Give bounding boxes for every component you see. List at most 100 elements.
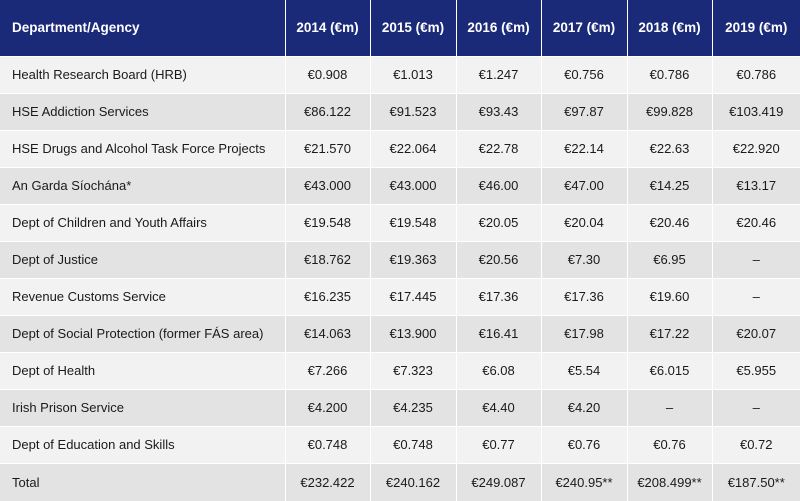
- table-cell: €20.05: [456, 203, 542, 241]
- table-cell: €103.419: [712, 92, 800, 130]
- table-cell: €4.20: [541, 388, 628, 426]
- header-2017: 2017 (€m): [541, 0, 628, 56]
- header-row: Department/Agency 2014 (€m) 2015 (€m) 20…: [0, 0, 800, 56]
- table-cell: €0.786: [712, 55, 800, 93]
- table-cell: €20.04: [541, 203, 628, 241]
- table-row: Dept of Social Protection (former FÁS ar…: [0, 314, 800, 352]
- header-2019: 2019 (€m): [712, 0, 800, 56]
- row-label: Dept of Children and Youth Affairs: [0, 203, 286, 241]
- row-label: Dept of Social Protection (former FÁS ar…: [0, 314, 286, 352]
- table-cell: €46.00: [456, 166, 542, 204]
- header-2014: 2014 (€m): [285, 0, 371, 56]
- table-row: Irish Prison Service €4.200 €4.235 €4.40…: [0, 388, 800, 426]
- table-cell: €13.900: [370, 314, 457, 352]
- total-cell: €249.087: [456, 462, 542, 501]
- table-cell: €19.548: [370, 203, 457, 241]
- table-cell: €0.756: [541, 55, 628, 93]
- table-cell: –: [712, 240, 800, 278]
- table-row: Dept of Justice €18.762 €19.363 €20.56 €…: [0, 240, 800, 278]
- table-cell: €14.063: [285, 314, 371, 352]
- table-cell: €43.000: [285, 166, 371, 204]
- table-cell: €93.43: [456, 92, 542, 130]
- table-cell: €4.40: [456, 388, 542, 426]
- table-cell: €0.748: [370, 425, 457, 463]
- row-label: An Garda Síochána*: [0, 166, 286, 204]
- table-cell: €0.786: [627, 55, 713, 93]
- total-cell: €187.50**: [712, 462, 800, 501]
- table-cell: €6.015: [627, 351, 713, 389]
- table-cell: €17.98: [541, 314, 628, 352]
- table-cell: €91.523: [370, 92, 457, 130]
- table-cell: €4.200: [285, 388, 371, 426]
- table-cell: €5.955: [712, 351, 800, 389]
- total-cell: €208.499**: [627, 462, 713, 501]
- table-cell: €22.920: [712, 129, 800, 167]
- table-cell: €20.46: [627, 203, 713, 241]
- table-cell: €19.548: [285, 203, 371, 241]
- table-cell: €19.363: [370, 240, 457, 278]
- row-label: Revenue Customs Service: [0, 277, 286, 315]
- table-cell: €1.247: [456, 55, 542, 93]
- table-row: Dept of Health €7.266 €7.323 €6.08 €5.54…: [0, 351, 800, 389]
- table-cell: €20.07: [712, 314, 800, 352]
- table-row: HSE Addiction Services €86.122 €91.523 €…: [0, 92, 800, 130]
- header-department: Department/Agency: [0, 0, 286, 56]
- table-cell: €20.56: [456, 240, 542, 278]
- total-cell: €240.162: [370, 462, 457, 501]
- table-cell: €17.445: [370, 277, 457, 315]
- row-label: HSE Drugs and Alcohol Task Force Project…: [0, 129, 286, 167]
- table-cell: €22.78: [456, 129, 542, 167]
- table-cell: €22.064: [370, 129, 457, 167]
- total-cell: €232.422: [285, 462, 371, 501]
- table-cell: €20.46: [712, 203, 800, 241]
- table-cell: €99.828: [627, 92, 713, 130]
- table-row: HSE Drugs and Alcohol Task Force Project…: [0, 129, 800, 167]
- table-cell: €21.570: [285, 129, 371, 167]
- header-2016: 2016 (€m): [456, 0, 542, 56]
- total-cell: €240.95**: [541, 462, 628, 501]
- table-cell: €0.748: [285, 425, 371, 463]
- table-cell: €43.000: [370, 166, 457, 204]
- table-cell: €0.76: [627, 425, 713, 463]
- table-cell: €22.14: [541, 129, 628, 167]
- table-cell: €1.013: [370, 55, 457, 93]
- table-cell: €17.36: [456, 277, 542, 315]
- total-label: Total: [0, 462, 286, 501]
- table-cell: €86.122: [285, 92, 371, 130]
- table-cell: €5.54: [541, 351, 628, 389]
- table-cell: €0.72: [712, 425, 800, 463]
- table-cell: €19.60: [627, 277, 713, 315]
- table-row: Dept of Children and Youth Affairs €19.5…: [0, 203, 800, 241]
- row-label: Dept of Justice: [0, 240, 286, 278]
- row-label: Dept of Education and Skills: [0, 425, 286, 463]
- table-row: Health Research Board (HRB) €0.908 €1.01…: [0, 55, 800, 93]
- table-cell: €14.25: [627, 166, 713, 204]
- row-label: HSE Addiction Services: [0, 92, 286, 130]
- table-cell: €0.77: [456, 425, 542, 463]
- row-label: Health Research Board (HRB): [0, 55, 286, 93]
- total-row: Total €232.422 €240.162 €249.087 €240.95…: [0, 462, 800, 501]
- table-body: Health Research Board (HRB) €0.908 €1.01…: [0, 55, 800, 501]
- table-cell: €16.235: [285, 277, 371, 315]
- table-cell: €7.266: [285, 351, 371, 389]
- table-cell: €6.95: [627, 240, 713, 278]
- table-row: Revenue Customs Service €16.235 €17.445 …: [0, 277, 800, 315]
- table-cell: €0.76: [541, 425, 628, 463]
- table-row: An Garda Síochána* €43.000 €43.000 €46.0…: [0, 166, 800, 204]
- table-cell: –: [712, 388, 800, 426]
- table-cell: €18.762: [285, 240, 371, 278]
- table-cell: –: [712, 277, 800, 315]
- table-cell: €13.17: [712, 166, 800, 204]
- table-cell: €17.22: [627, 314, 713, 352]
- row-label: Irish Prison Service: [0, 388, 286, 426]
- table-cell: €7.323: [370, 351, 457, 389]
- table-header: Department/Agency 2014 (€m) 2015 (€m) 20…: [0, 0, 800, 56]
- table-cell: €47.00: [541, 166, 628, 204]
- table-cell: €4.235: [370, 388, 457, 426]
- header-2015: 2015 (€m): [370, 0, 457, 56]
- table-cell: €17.36: [541, 277, 628, 315]
- table-cell: –: [627, 388, 713, 426]
- table-cell: €97.87: [541, 92, 628, 130]
- table-cell: €16.41: [456, 314, 542, 352]
